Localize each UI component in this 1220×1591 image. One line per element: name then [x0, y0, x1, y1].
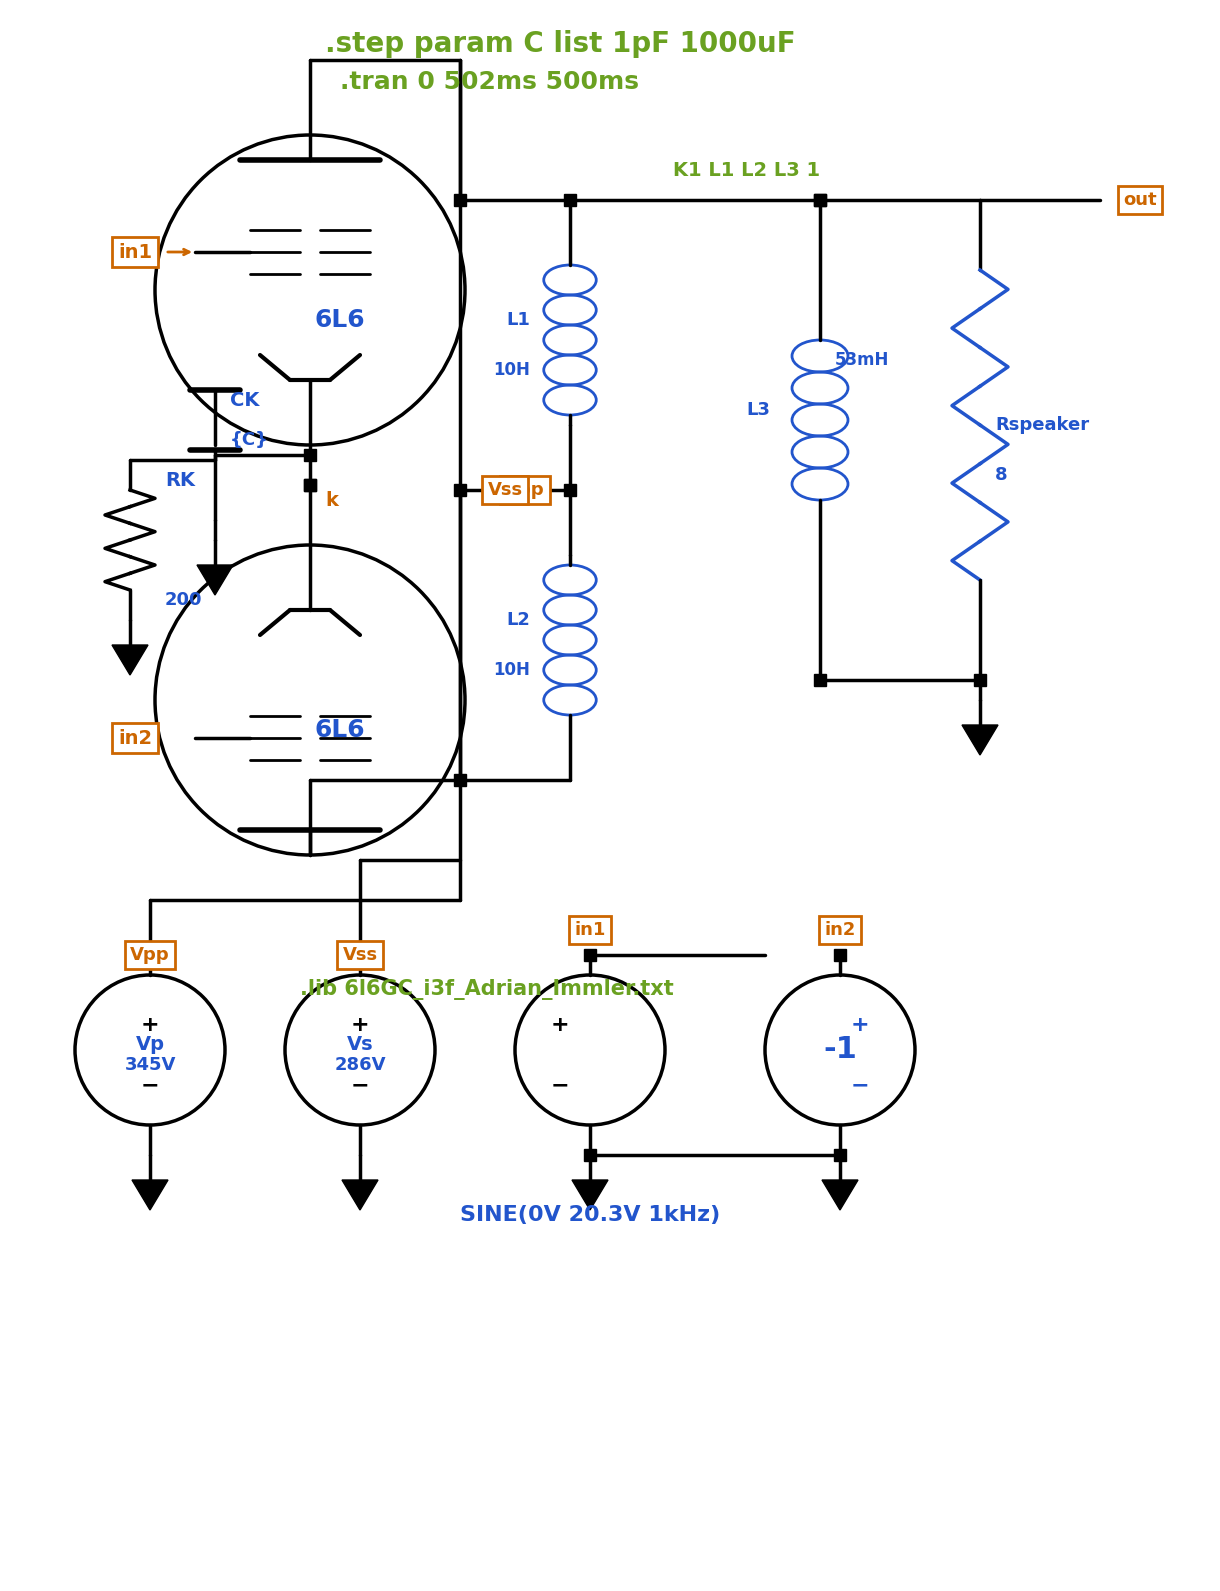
Text: .lib 6l6GC_i3f_Adrian_Immler.txt: .lib 6l6GC_i3f_Adrian_Immler.txt — [300, 980, 673, 1001]
Text: CK: CK — [231, 390, 260, 409]
Text: L2: L2 — [506, 611, 529, 628]
Text: Vp: Vp — [135, 1036, 165, 1055]
Text: 10H: 10H — [493, 361, 529, 379]
Text: L1: L1 — [506, 310, 529, 329]
Text: in2: in2 — [118, 729, 152, 748]
Text: Vss: Vss — [488, 480, 522, 500]
Text: RK: RK — [165, 471, 195, 490]
Text: 6L6: 6L6 — [315, 309, 365, 333]
Text: k: k — [325, 490, 338, 509]
Text: in1: in1 — [575, 921, 605, 939]
Text: out: out — [1124, 191, 1157, 208]
Polygon shape — [112, 644, 148, 675]
Text: +: + — [850, 1015, 870, 1036]
Text: 6L6: 6L6 — [315, 718, 365, 741]
Text: SINE(0V 20.3V 1kHz): SINE(0V 20.3V 1kHz) — [460, 1204, 720, 1225]
Polygon shape — [132, 1181, 168, 1211]
Text: Rspeaker: Rspeaker — [996, 415, 1089, 434]
Text: −: − — [350, 1076, 370, 1095]
Text: −: − — [140, 1076, 160, 1095]
Text: −: − — [550, 1076, 570, 1095]
Text: in2: in2 — [825, 921, 855, 939]
Text: -1: -1 — [824, 1036, 856, 1064]
Text: L3: L3 — [747, 401, 770, 418]
Polygon shape — [196, 565, 233, 595]
Text: K1 L1 L2 L3 1: K1 L1 L2 L3 1 — [673, 161, 820, 180]
Text: 200: 200 — [165, 590, 203, 609]
Text: 53mH: 53mH — [834, 352, 889, 369]
Polygon shape — [342, 1181, 378, 1211]
Text: .step param C list 1pF 1000uF: .step param C list 1pF 1000uF — [325, 30, 795, 57]
Text: Vpp: Vpp — [505, 480, 545, 500]
Text: −: − — [850, 1076, 870, 1095]
Text: 10H: 10H — [493, 660, 529, 679]
Text: Vpp: Vpp — [131, 947, 170, 964]
Text: {C}: {C} — [231, 431, 268, 449]
Text: +: + — [350, 1015, 370, 1036]
Text: Vss: Vss — [343, 947, 377, 964]
Text: +: + — [140, 1015, 160, 1036]
Polygon shape — [572, 1181, 608, 1211]
Text: in1: in1 — [118, 242, 152, 261]
Text: 8: 8 — [996, 466, 1008, 484]
Polygon shape — [963, 725, 998, 756]
Text: 345V: 345V — [124, 1056, 176, 1074]
Text: 286V: 286V — [334, 1056, 386, 1074]
Polygon shape — [822, 1181, 858, 1211]
Text: Vs: Vs — [346, 1036, 373, 1055]
Text: +: + — [550, 1015, 570, 1036]
Text: .tran 0 502ms 500ms: .tran 0 502ms 500ms — [340, 70, 639, 94]
